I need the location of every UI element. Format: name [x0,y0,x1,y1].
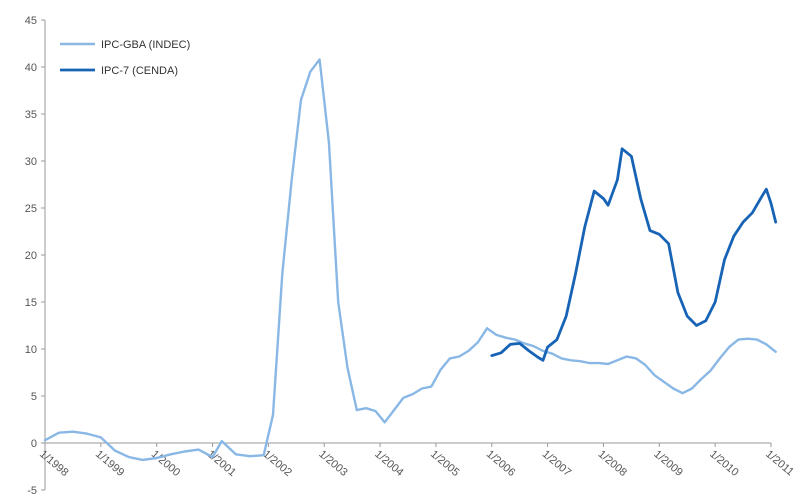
y-ticks: -5 0 5 10 15 20 25 30 35 40 45 [25,15,45,497]
legend-label: IPC-GBA (INDEC) [101,39,190,51]
y-tick-label: 0 [31,438,37,450]
x-tick-label: 1/2011 [763,448,796,478]
x-tick-label: 1/2004 [372,448,405,479]
y-tick-label: 5 [31,391,37,403]
x-ticks: 1/1998 1/1999 1/2000 1/2001 1/2002 1/2003 1/20… [37,443,796,479]
y-tick-label: -5 [27,485,37,497]
x-tick-label: 1/2008 [596,448,629,479]
series-lines [43,58,778,462]
y-tick-label: 30 [25,156,37,168]
x-tick-label: 1/2007 [540,448,573,479]
legend-label: IPC-7 (CENDA) [101,65,178,77]
y-tick-label: 20 [25,250,37,262]
series-line-ipc-gba [43,58,777,462]
axes [44,20,771,490]
series-line-ipc-7 [490,147,778,362]
y-tick-label: 40 [25,62,37,74]
x-tick-label: 1/1998 [37,448,70,479]
x-tick-label: 1/2005 [428,448,461,479]
y-tick-label: 15 [25,297,37,309]
x-tick-label: 1/2009 [651,448,684,479]
y-tick-label: 45 [25,15,37,27]
x-tick-label: 1/2003 [316,448,349,479]
x-tick-label: 1/2010 [707,448,740,479]
y-tick-label: 10 [25,344,37,356]
y-tick-label: 25 [25,203,37,215]
y-tick-label: 35 [25,109,37,121]
x-tick-label: 1/2006 [484,448,517,479]
legend: IPC-GBA (INDEC) IPC-7 (CENDA) [60,39,190,77]
